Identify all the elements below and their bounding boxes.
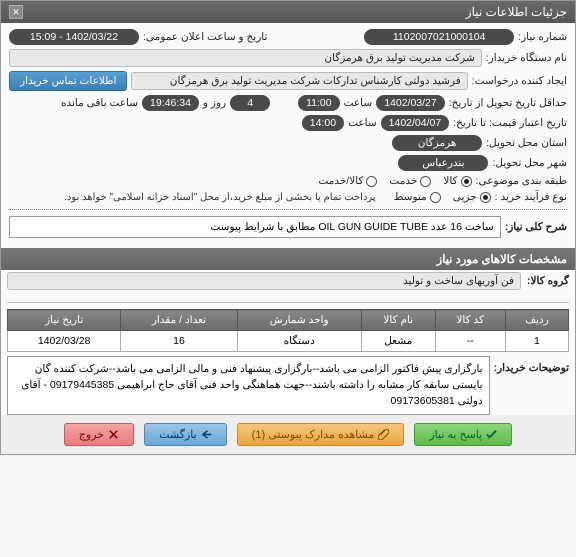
col-date: تاریخ نیاز bbox=[8, 310, 121, 331]
buy-mid-label: متوسط bbox=[394, 191, 427, 203]
buy-mid-option[interactable]: متوسط bbox=[394, 191, 441, 203]
class-both-option[interactable]: کالا/خدمت bbox=[318, 175, 377, 187]
announce-value: 1402/03/22 - 15:09 bbox=[9, 29, 139, 45]
cell-code: -- bbox=[435, 331, 505, 352]
validity-time: 14:00 bbox=[302, 115, 344, 131]
back-button[interactable]: بازگشت bbox=[144, 423, 227, 446]
col-name: نام کالا bbox=[361, 310, 435, 331]
buy-partial-option[interactable]: جزیی bbox=[453, 191, 491, 203]
buy-note: پرداخت تمام یا بخشی از مبلغ خرید،از محل … bbox=[64, 192, 376, 203]
goods-group-value: فن آوریهای ساخت و تولید bbox=[7, 272, 521, 290]
validity-time-label: ساعت bbox=[348, 117, 377, 129]
info-window: جزئیات اطلاعات نیاز ✕ شماره نیاز: 110200… bbox=[0, 0, 576, 455]
remaining-time: 19:46:34 bbox=[142, 95, 199, 111]
attachments-button[interactable]: مشاهده مدارک پیوستی (1) bbox=[237, 423, 405, 446]
attachments-label: مشاهده مدارک پیوستی (1) bbox=[252, 428, 375, 441]
col-qty: تعداد / مقدار bbox=[121, 310, 237, 331]
province-label: استان محل تحویل: bbox=[486, 137, 567, 149]
close-icon[interactable]: ✕ bbox=[9, 5, 23, 19]
cell-row: 1 bbox=[505, 331, 568, 352]
general-desc-label: شرح کلی نیاز: bbox=[505, 221, 567, 233]
buyer-desc-text: بارگزاری پیش فاکتور الزامی می باشد--بارگ… bbox=[7, 356, 490, 415]
requester-value: فرشید دولتی کارشناس تدارکات شرکت مدیریت … bbox=[131, 72, 467, 90]
contact-info-button[interactable]: اطلاعات تماس خریدار bbox=[9, 71, 127, 91]
class-radio-group: کالا خدمت کالا/خدمت bbox=[318, 175, 471, 187]
respond-label: پاسخ به نیاز bbox=[429, 428, 482, 441]
requester-label: ایجاد کننده درخواست: bbox=[472, 75, 567, 87]
radio-selected-icon bbox=[480, 192, 491, 203]
respond-button[interactable]: پاسخ به نیاز bbox=[414, 423, 512, 446]
cell-date: 1402/03/28 bbox=[8, 331, 121, 352]
reply-deadline-label: حداقل تاریخ تحویل از تاریخ: bbox=[449, 97, 567, 109]
buyer-value: شرکت مدیریت تولید برق هرمزگان bbox=[9, 49, 482, 67]
validity-date: 1402/04/07 bbox=[381, 115, 450, 131]
col-code: کد کالا bbox=[435, 310, 505, 331]
radio-icon bbox=[420, 176, 431, 187]
goods-group-label: گروه کالا: bbox=[527, 275, 569, 287]
general-desc-value: ساخت 16 عدد OIL GUN GUIDE TUBE مطابق با … bbox=[9, 216, 501, 238]
exit-icon bbox=[108, 429, 119, 440]
radio-icon bbox=[430, 192, 441, 203]
city-label: شهر محل تحویل: bbox=[492, 157, 567, 169]
footer-buttons: پاسخ به نیاز مشاهده مدارک پیوستی (1) باز… bbox=[1, 415, 575, 454]
cell-unit: دستگاه bbox=[237, 331, 361, 352]
window-title: جزئیات اطلاعات نیاز bbox=[466, 5, 567, 19]
reply-time: 11:00 bbox=[298, 95, 340, 111]
reply-date: 1402/03/27 bbox=[376, 95, 445, 111]
radio-icon bbox=[366, 176, 377, 187]
cell-qty: 16 bbox=[121, 331, 237, 352]
buytype-radio-group: جزیی متوسط bbox=[394, 191, 491, 203]
city-value: بندرعباس bbox=[398, 155, 488, 171]
attachment-icon bbox=[378, 429, 389, 440]
class-goods-label: کالا bbox=[443, 175, 457, 187]
goods-section-header: مشخصات کالاهای مورد نیاز bbox=[1, 248, 575, 270]
back-label: بازگشت bbox=[159, 428, 197, 441]
buytype-label: نوع فرآیند خرید : bbox=[495, 191, 567, 203]
class-service-label: خدمت bbox=[389, 175, 417, 187]
buy-partial-label: جزیی bbox=[453, 191, 477, 203]
reply-time-label: ساعت bbox=[344, 97, 373, 109]
days-label: روز و bbox=[203, 97, 226, 109]
col-row: ردیف bbox=[505, 310, 568, 331]
remaining-label: ساعت باقی مانده bbox=[61, 97, 138, 109]
table-row[interactable]: 1 -- مشعل دستگاه 16 1402/03/28 bbox=[8, 331, 569, 352]
table-header-row: ردیف کد کالا نام کالا واحد شمارش تعداد /… bbox=[8, 310, 569, 331]
check-icon bbox=[486, 429, 497, 440]
titlebar: جزئیات اطلاعات نیاز ✕ bbox=[1, 1, 575, 23]
exit-label: خروج bbox=[79, 428, 104, 441]
need-no-value: 1102007021000104 bbox=[364, 29, 514, 45]
buyer-label: نام دستگاه خریدار: bbox=[486, 52, 567, 64]
col-unit: واحد شمارش bbox=[237, 310, 361, 331]
announce-label: تاریخ و ساعت اعلان عمومی: bbox=[143, 31, 267, 43]
form-area: شماره نیاز: 1102007021000104 تاریخ و ساع… bbox=[1, 23, 575, 248]
need-no-label: شماره نیاز: bbox=[518, 31, 567, 43]
goods-table: ردیف کد کالا نام کالا واحد شمارش تعداد /… bbox=[7, 309, 569, 352]
class-label: طبقه بندی موضوعی: bbox=[476, 175, 567, 187]
buyer-desc-label: توضیحات خریدار: bbox=[494, 356, 569, 374]
back-icon bbox=[201, 429, 212, 440]
class-both-label: کالا/خدمت bbox=[318, 175, 363, 187]
cell-name: مشعل bbox=[361, 331, 435, 352]
validity-label: تاریخ اعتبار قیمت: تا تاریخ: bbox=[453, 117, 567, 129]
class-service-option[interactable]: خدمت bbox=[389, 175, 431, 187]
class-goods-option[interactable]: کالا bbox=[443, 175, 471, 187]
radio-selected-icon bbox=[461, 176, 472, 187]
exit-button[interactable]: خروج bbox=[64, 423, 134, 446]
province-value: هرمزگان bbox=[392, 135, 482, 151]
days-value: 4 bbox=[230, 95, 270, 111]
